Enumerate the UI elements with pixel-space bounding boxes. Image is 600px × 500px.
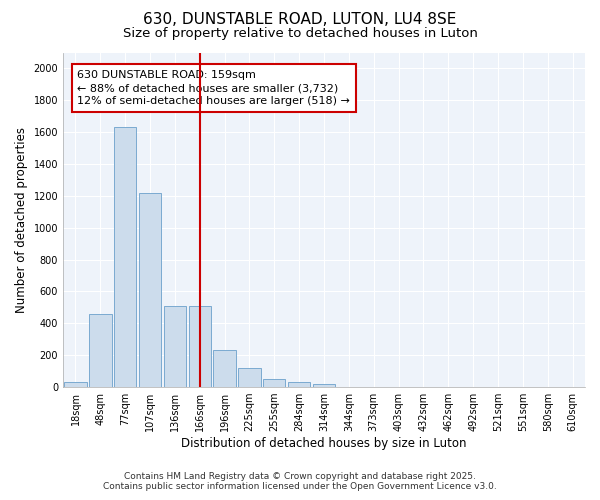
Text: 630, DUNSTABLE ROAD, LUTON, LU4 8SE: 630, DUNSTABLE ROAD, LUTON, LU4 8SE [143,12,457,28]
Text: Size of property relative to detached houses in Luton: Size of property relative to detached ho… [122,28,478,40]
Text: 630 DUNSTABLE ROAD: 159sqm
← 88% of detached houses are smaller (3,732)
12% of s: 630 DUNSTABLE ROAD: 159sqm ← 88% of deta… [77,70,350,106]
Bar [263,379,286,387]
Bar [114,128,136,387]
Bar [164,306,186,387]
Y-axis label: Number of detached properties: Number of detached properties [15,127,28,313]
Bar [238,368,260,387]
Bar [188,306,211,387]
Text: Contains HM Land Registry data © Crown copyright and database right 2025.
Contai: Contains HM Land Registry data © Crown c… [103,472,497,491]
X-axis label: Distribution of detached houses by size in Luton: Distribution of detached houses by size … [181,437,467,450]
Bar [139,192,161,387]
Bar [214,350,236,387]
Bar [64,382,86,387]
Bar [313,384,335,387]
Bar [288,382,310,387]
Bar [89,314,112,387]
